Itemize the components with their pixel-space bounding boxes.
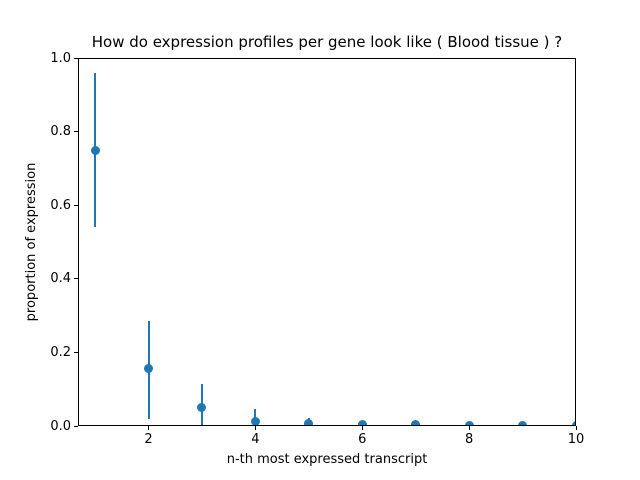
y-tick-mark	[74, 131, 78, 133]
error-bar	[254, 408, 257, 425]
x-tick-mark	[361, 426, 363, 430]
data-point	[464, 420, 474, 425]
data-point	[411, 419, 421, 425]
y-tick-label: 1.0	[50, 50, 71, 66]
y-tick-label: 0.4	[50, 271, 71, 287]
x-tick-mark	[254, 426, 256, 430]
x-tick-label: 6	[358, 432, 367, 447]
x-tick-label: 4	[251, 432, 260, 447]
y-tick-mark	[74, 204, 78, 206]
y-tick-mark	[74, 351, 78, 353]
y-tick-mark	[74, 425, 78, 427]
x-tick-label: 2	[144, 432, 153, 447]
y-tick-mark	[74, 278, 78, 280]
data-point	[197, 403, 207, 413]
y-tick-mark	[74, 57, 78, 59]
x-tick-mark	[468, 426, 470, 430]
y-tick-label: 0.2	[50, 344, 71, 360]
data-point	[518, 420, 528, 425]
data-point	[144, 364, 154, 374]
y-axis-label: proportion of expression	[24, 162, 39, 322]
y-tick-label: 0.6	[50, 197, 71, 213]
x-tick-label: 10	[567, 432, 585, 447]
data-point	[90, 145, 100, 155]
x-axis-label: n-th most expressed transcript	[226, 452, 428, 467]
data-point	[250, 417, 260, 425]
plot-area	[78, 58, 576, 426]
chart-title: How do expression profiles per gene look…	[91, 33, 563, 51]
x-tick-mark	[148, 426, 150, 430]
y-tick-label: 0.0	[50, 418, 71, 434]
x-tick-mark	[575, 426, 577, 430]
x-tick-label: 8	[464, 432, 474, 447]
data-point	[571, 421, 575, 425]
data-point	[357, 419, 367, 425]
y-tick-label: 0.8	[50, 124, 71, 140]
data-point	[304, 418, 314, 425]
